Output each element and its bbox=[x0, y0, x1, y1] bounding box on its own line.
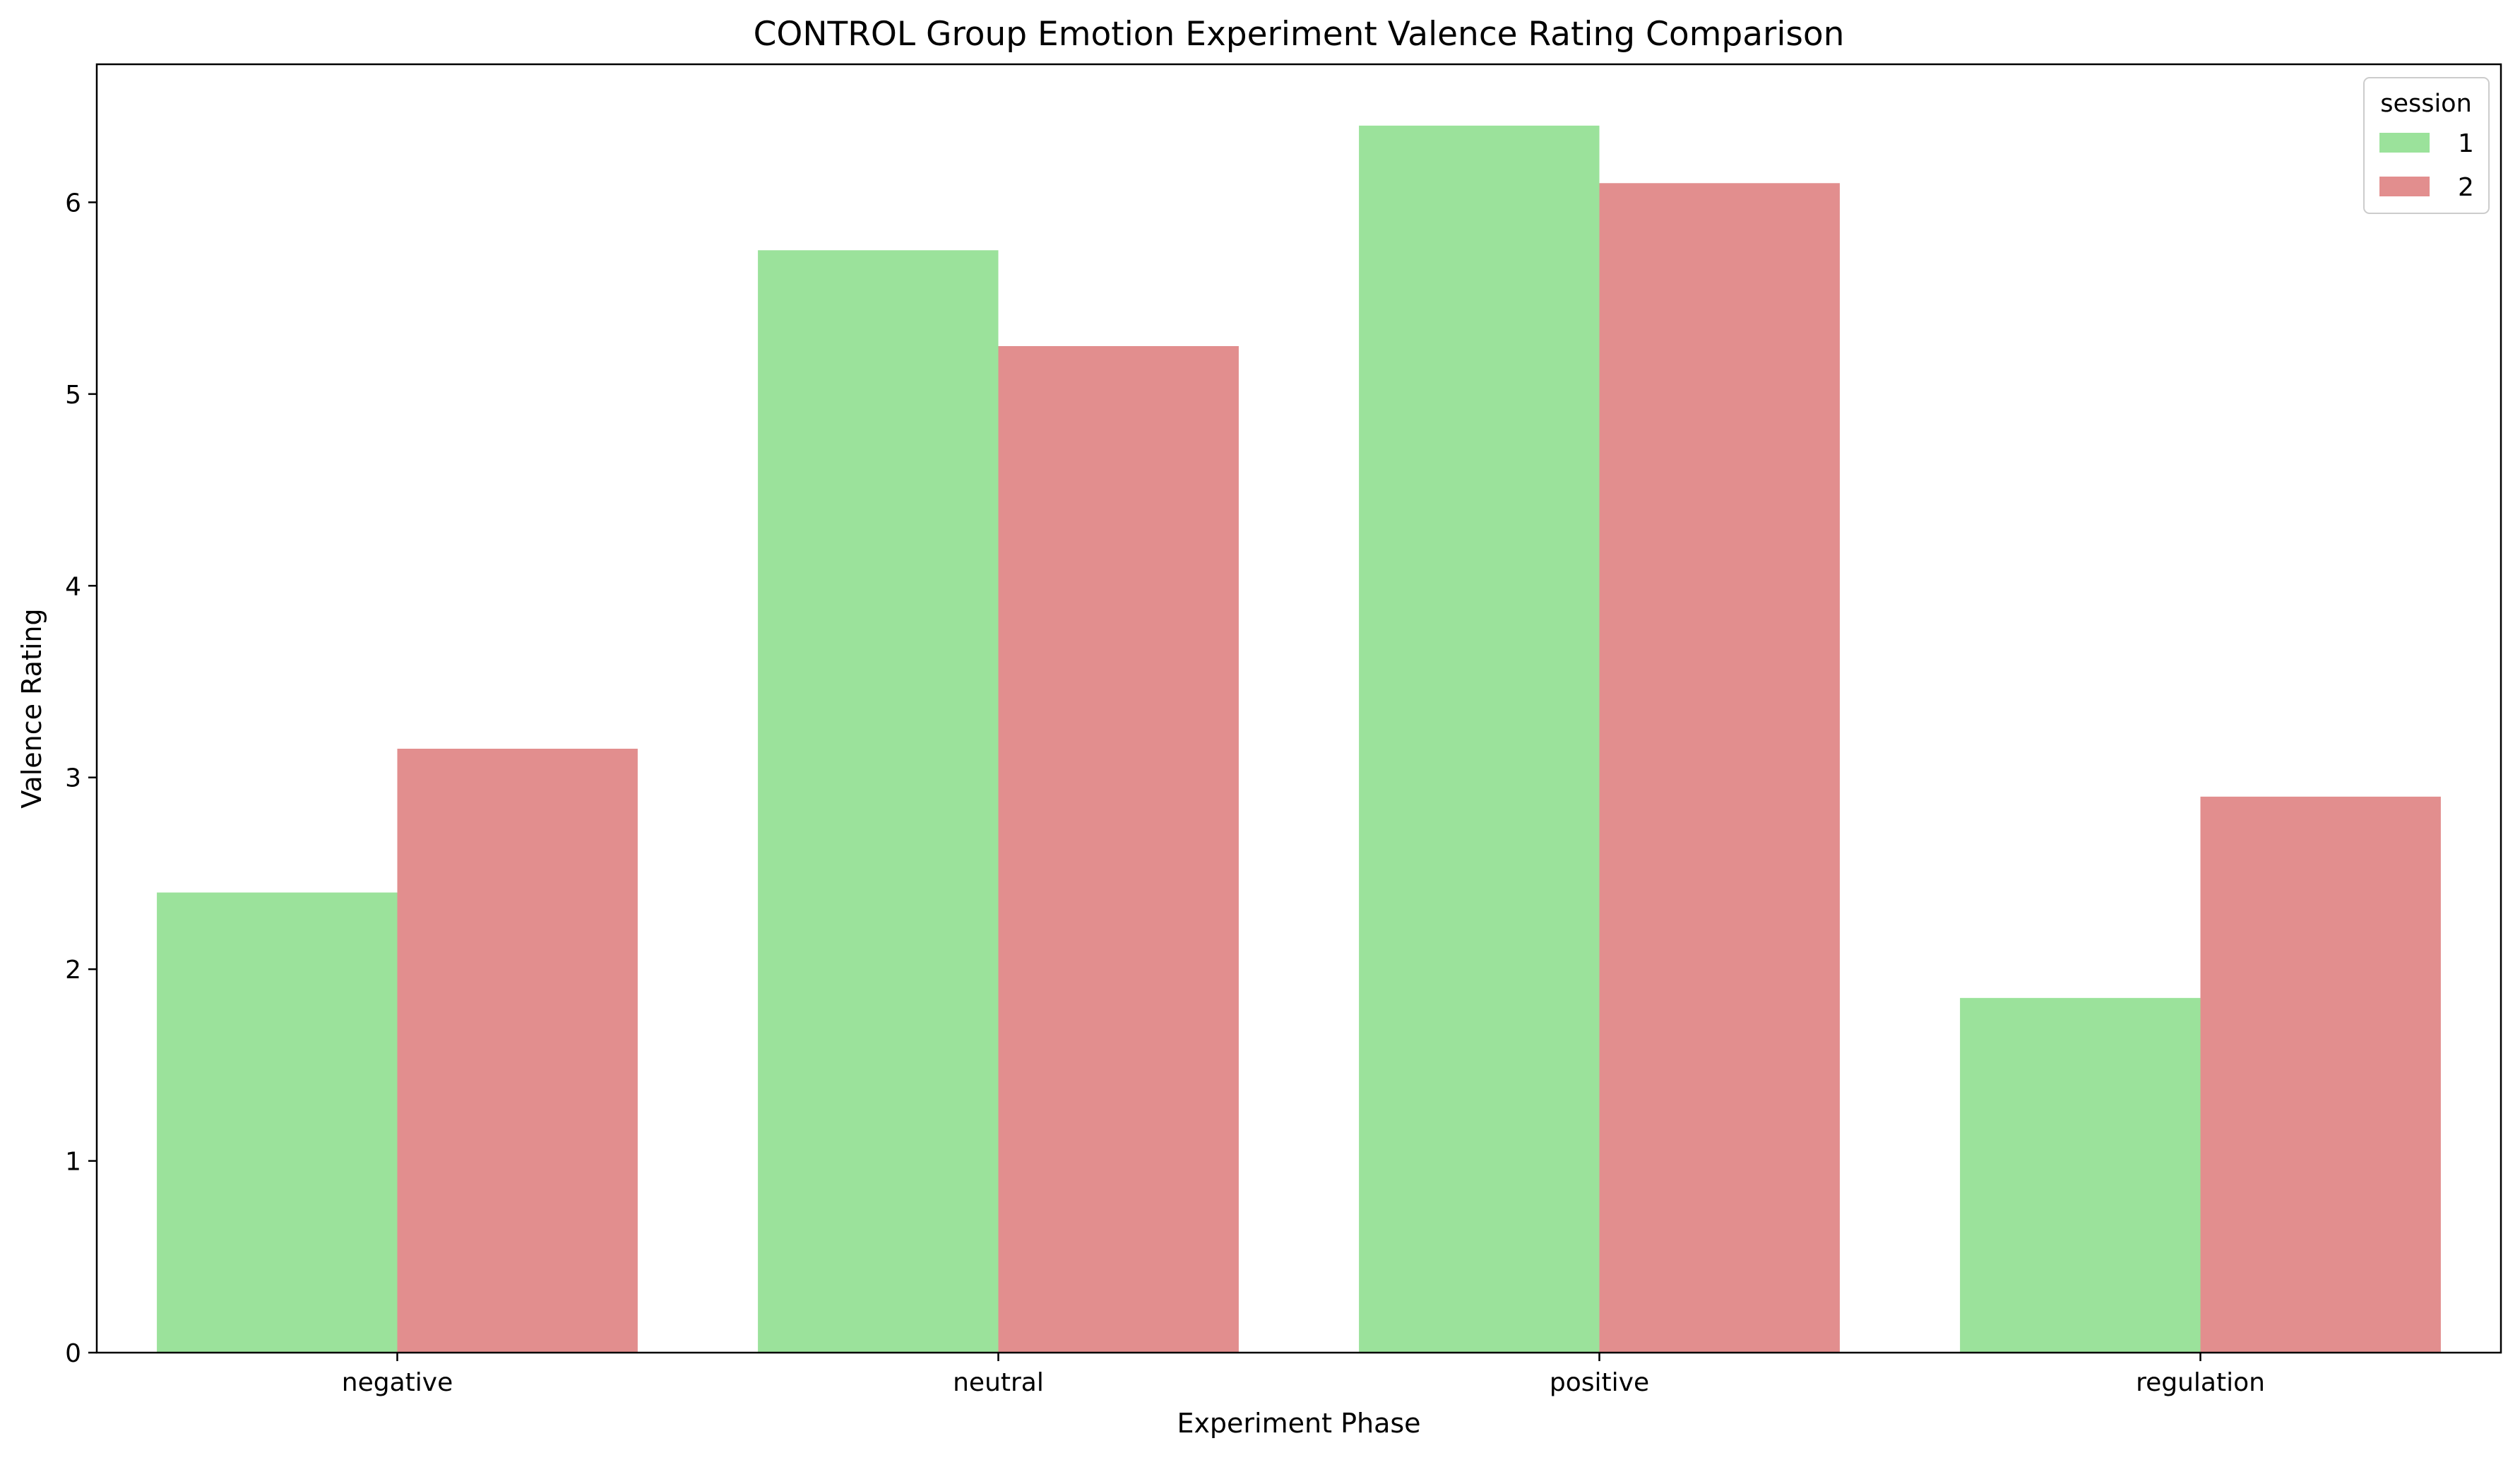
x-axis: negative neutral positive regulation bbox=[342, 1353, 2265, 1397]
bar-session-2-regulation bbox=[2200, 796, 2441, 1353]
y-tick-label: 0 bbox=[65, 1339, 81, 1368]
y-tick-label: 6 bbox=[65, 189, 81, 218]
bar-session-1-positive bbox=[1359, 125, 1600, 1353]
x-tick-label-neutral: neutral bbox=[953, 1368, 1044, 1397]
bar-session-1-regulation bbox=[1960, 997, 2201, 1353]
bar-session-2-positive bbox=[1599, 183, 1840, 1353]
plot-frame bbox=[95, 63, 2502, 1354]
y-tick-label: 1 bbox=[65, 1148, 81, 1177]
y-axis-label: Valence Rating bbox=[16, 608, 47, 808]
x-axis-label: Experiment Phase bbox=[1177, 1408, 1420, 1439]
y-tick-label: 3 bbox=[65, 764, 81, 793]
bars-group bbox=[157, 125, 2441, 1353]
bar-session-2-negative bbox=[397, 749, 638, 1353]
legend-swatch-session-1 bbox=[2379, 133, 2430, 153]
bar-session-2-neutral bbox=[998, 346, 1239, 1353]
bar-session-1-negative bbox=[157, 892, 398, 1353]
x-tick-label-negative: negative bbox=[342, 1368, 453, 1397]
legend: session 12 bbox=[2363, 77, 2490, 214]
x-tick-label-positive: positive bbox=[1550, 1368, 1649, 1397]
y-tick-label: 4 bbox=[65, 572, 81, 601]
y-axis: 0 1 2 3 4 5 6 bbox=[65, 189, 97, 1368]
legend-items: 12 bbox=[2379, 129, 2474, 202]
x-tick-label-regulation: regulation bbox=[2136, 1368, 2265, 1397]
legend-label-session-2: 2 bbox=[2458, 173, 2474, 202]
legend-swatch-session-2 bbox=[2379, 177, 2430, 196]
y-tick-label: 5 bbox=[65, 381, 81, 410]
legend-label-session-1: 1 bbox=[2458, 129, 2474, 158]
legend-title: session bbox=[2380, 90, 2472, 118]
y-tick-label: 2 bbox=[65, 956, 81, 985]
chart-title: CONTROL Group Emotion Experiment Valence… bbox=[754, 15, 1845, 54]
bar-session-1-neutral bbox=[758, 250, 999, 1353]
